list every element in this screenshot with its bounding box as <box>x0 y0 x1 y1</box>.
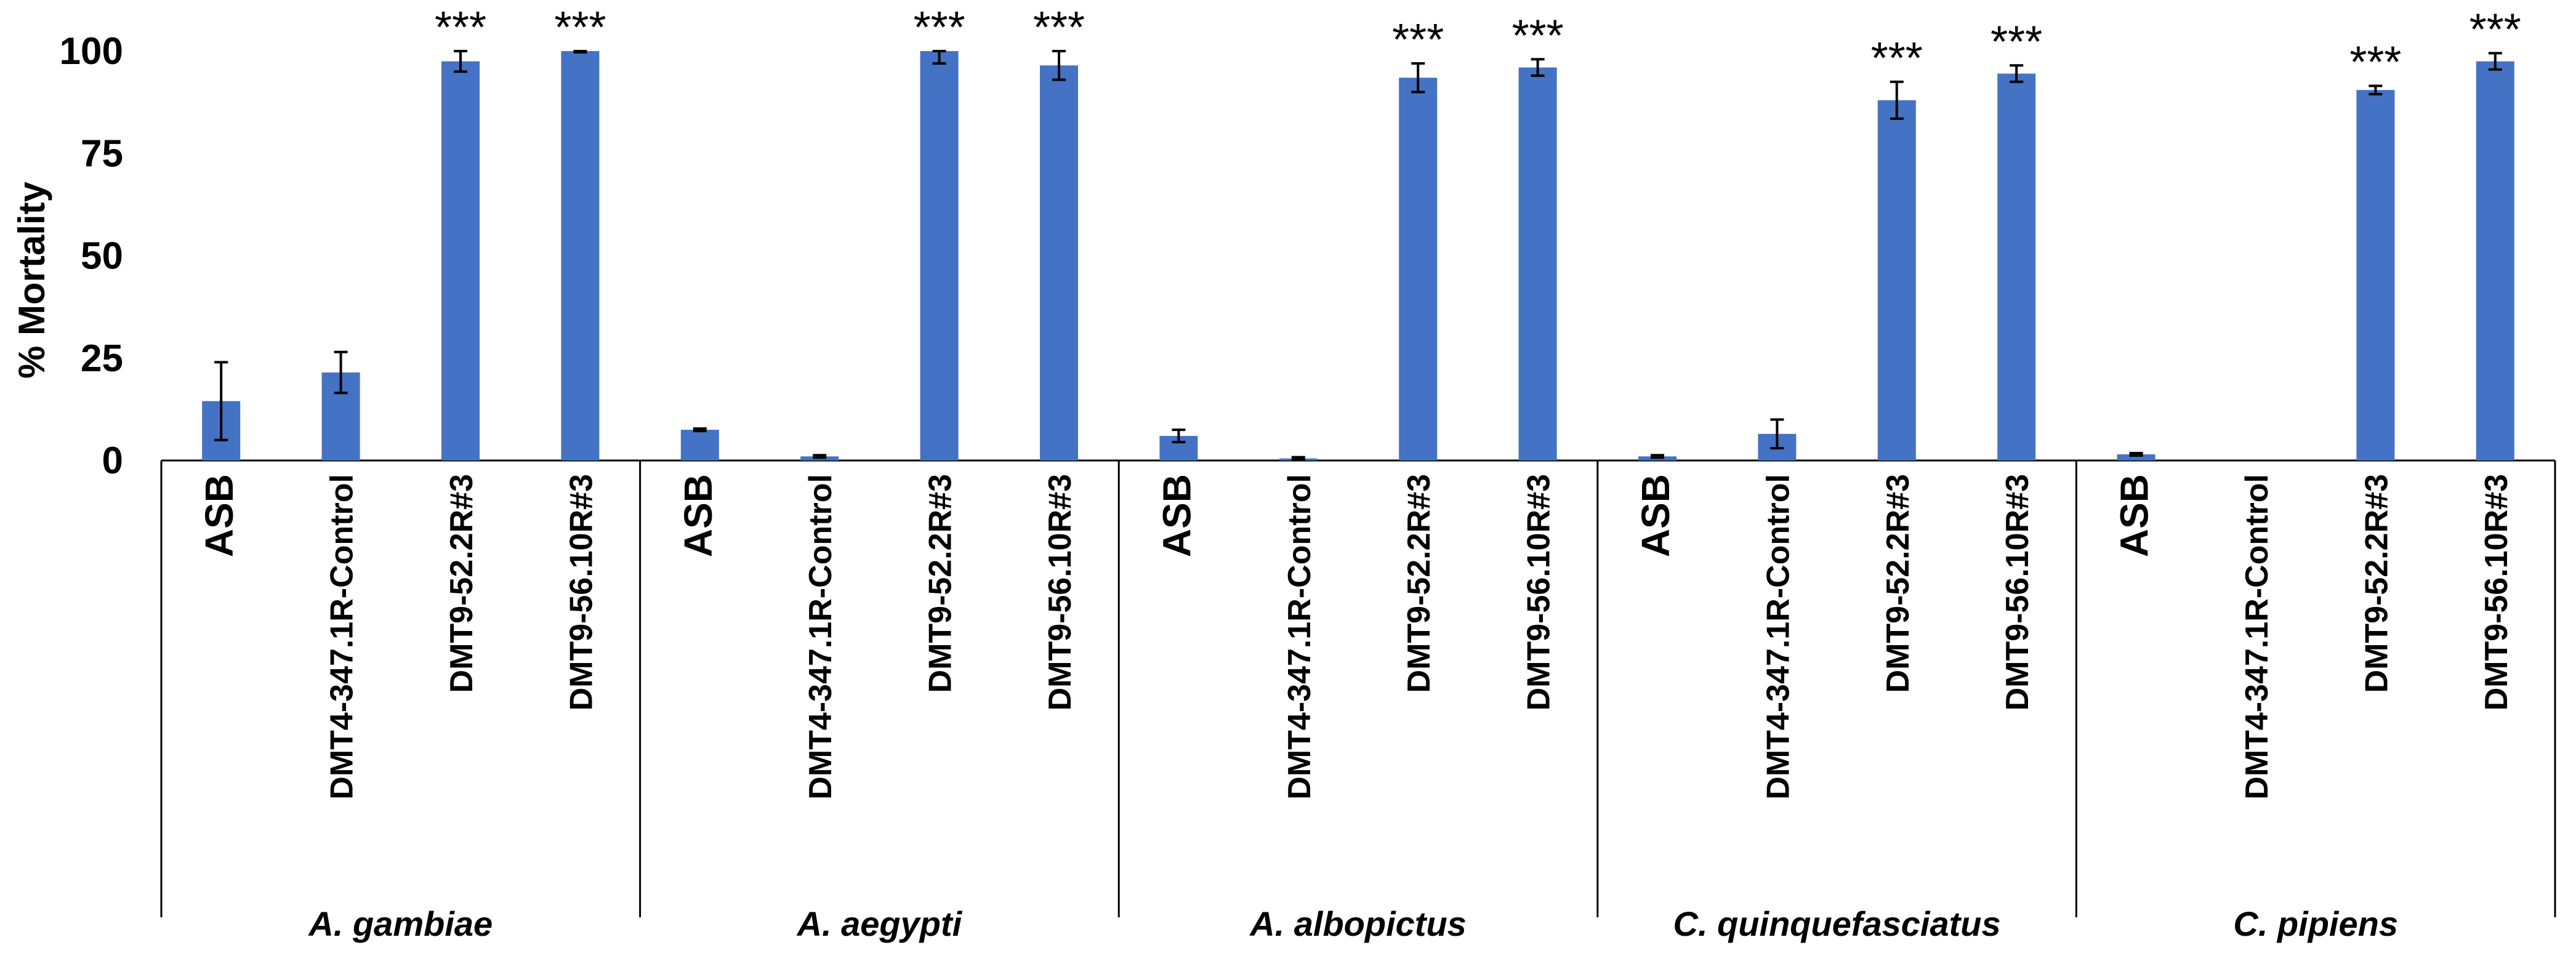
y-tick-label: 25 <box>81 337 123 380</box>
bar <box>680 430 719 460</box>
significance-label: *** <box>1871 34 1923 83</box>
category-tick-label: DMT9-56.10R#3 <box>563 474 599 710</box>
category-tick-label: DMT9-56.10R#3 <box>2000 474 2035 710</box>
category-tick-label: DMT9-52.2R#3 <box>444 474 480 693</box>
group-label: A. aegypti <box>796 904 963 943</box>
category-tick-label: DMT4-347.1R-Control <box>803 474 839 800</box>
y-tick-label: 50 <box>81 235 123 278</box>
bar <box>1040 65 1078 460</box>
y-axis-title: % Mortality <box>11 181 52 379</box>
bar <box>561 51 600 460</box>
significance-label: *** <box>914 3 965 52</box>
significance-label: *** <box>435 3 486 52</box>
group-label: C. pipiens <box>2233 904 2398 943</box>
category-tick-label: DMT9-56.10R#3 <box>2479 474 2514 710</box>
category-tick-label: DMT4-347.1R-Control <box>1282 474 1318 800</box>
bar <box>2117 454 2155 460</box>
category-tick-label: ASB <box>1154 474 1199 557</box>
bar <box>1997 73 2036 460</box>
category-tick-label: ASB <box>197 474 241 557</box>
group-label: C. quinquefasciatus <box>1673 904 2001 943</box>
bar <box>2356 90 2395 461</box>
category-tick-label: ASB <box>2112 474 2157 557</box>
y-tick-label: 100 <box>60 30 123 73</box>
category-tick-label: DMT9-52.2R#3 <box>1401 474 1437 693</box>
y-tick-label: 0 <box>102 440 123 482</box>
category-tick-label: DMT9-52.2R#3 <box>1880 474 1916 693</box>
category-tick-label: ASB <box>1633 474 1678 557</box>
significance-label: *** <box>2349 38 2401 87</box>
significance-label: *** <box>1512 11 1564 60</box>
bar <box>1399 78 1438 461</box>
category-tick-label: DMT4-347.1R-Control <box>324 474 360 800</box>
category-tick-label: ASB <box>676 474 720 557</box>
significance-label: *** <box>2469 5 2521 54</box>
bar <box>920 51 959 460</box>
group-label: A. albopictus <box>1249 904 1467 943</box>
bar <box>441 61 480 460</box>
significance-label: *** <box>554 3 606 52</box>
category-tick-label: DMT4-347.1R-Control <box>2239 474 2275 800</box>
category-tick-label: DMT9-56.10R#3 <box>1521 474 1557 710</box>
bar <box>1877 100 1916 461</box>
significance-label: *** <box>1033 3 1085 52</box>
category-tick-label: DMT9-52.2R#3 <box>2359 474 2394 693</box>
y-tick-label: 75 <box>81 132 123 175</box>
plot-area: 0 25 50 75 100 A. gambiae ASB DMT4-347.1R-Contr… <box>60 3 2556 943</box>
category-tick-label: DMT9-56.10R#3 <box>1042 474 1078 710</box>
category-tick-label: DMT9-52.2R#3 <box>923 474 959 693</box>
significance-label: *** <box>1392 15 1444 65</box>
group-label: A. gambiae <box>307 904 493 943</box>
category-tick-label: DMT4-347.1R-Control <box>1760 474 1796 800</box>
bar <box>1518 67 1557 461</box>
significance-label: *** <box>1990 17 2042 66</box>
bar <box>2476 61 2514 460</box>
